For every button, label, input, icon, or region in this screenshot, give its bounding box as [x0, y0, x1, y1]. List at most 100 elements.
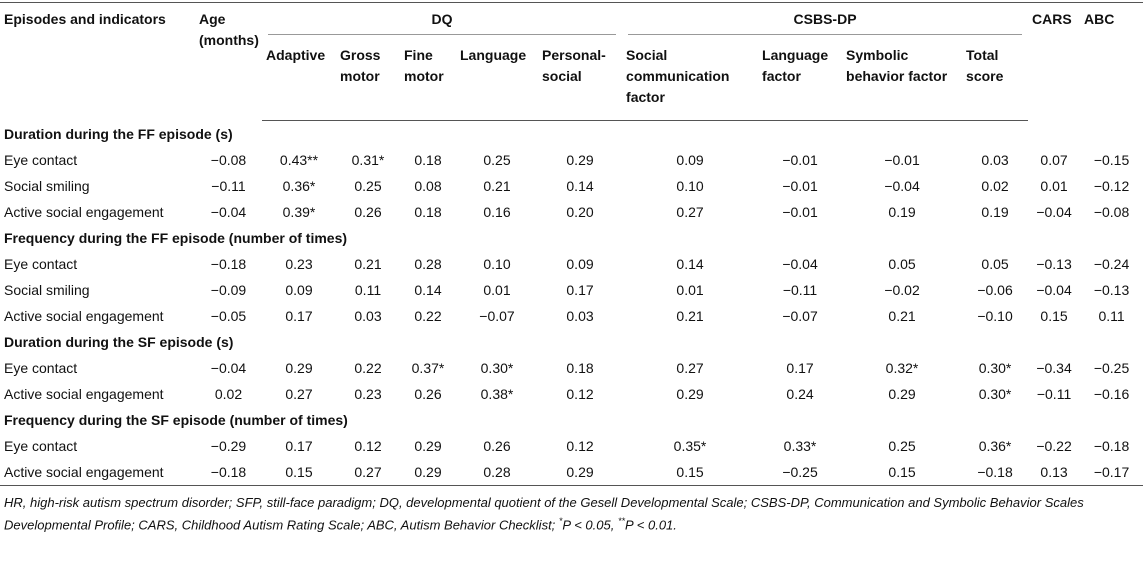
- cell: 0.29: [414, 438, 442, 454]
- row-label: Active social engagement: [4, 204, 164, 220]
- subheader: Adaptive: [262, 39, 336, 121]
- cell: −0.29: [210, 438, 247, 454]
- cell: −0.04: [1036, 204, 1072, 220]
- cell: 0.11: [1098, 308, 1125, 324]
- cell: −0.06: [977, 282, 1013, 298]
- cell: 0.14: [414, 282, 442, 298]
- cell: 0.15: [262, 459, 336, 486]
- subheader: Total score: [962, 39, 1029, 121]
- cell: 0.23: [354, 386, 382, 402]
- cell: 0.19: [888, 204, 916, 220]
- data-row: Eye contact −0.04 0.29 0.22 0.37* 0.30* 0.18 0.…: [0, 355, 1143, 381]
- cell: −0.18: [195, 459, 262, 486]
- cell: 0.29: [888, 386, 916, 402]
- subheader: Language factor: [758, 39, 843, 121]
- data-row: Active social engagement −0.05 0.17 0.03 0.2…: [0, 303, 1143, 329]
- cell: −0.04: [210, 204, 247, 220]
- cell: 0.15: [1040, 308, 1068, 324]
- cell: 0.12: [566, 438, 594, 454]
- cell: −0.25: [758, 459, 843, 486]
- table-body: Duration during the FF episode (s) Eye co…: [0, 121, 1143, 486]
- cell: 0.10: [483, 256, 511, 272]
- subheader: Personal-social: [538, 39, 623, 121]
- cell: 0.09: [676, 152, 704, 168]
- cell: −0.34: [1036, 360, 1072, 376]
- cell: −0.08: [1093, 204, 1130, 220]
- cell: 0.02: [214, 386, 243, 402]
- footnote: HR, high-risk autism spectrum disorder; …: [0, 486, 1143, 534]
- cell: 0.12: [354, 438, 382, 454]
- subheader: Symbolic behavior factor: [842, 39, 963, 121]
- row-label: Social smiling: [4, 178, 90, 194]
- header-dq-text: DQ: [268, 9, 617, 35]
- cell: −0.09: [210, 282, 247, 298]
- subheader: Social communication factor: [622, 39, 759, 121]
- cell: 0.31*: [351, 152, 385, 168]
- subheader: Gross motor: [336, 39, 400, 121]
- cell: 0.03: [981, 152, 1009, 168]
- cell: 0.27: [336, 459, 400, 486]
- row-label: Active social engagement: [4, 308, 164, 324]
- cell: 0.43**: [279, 152, 319, 168]
- cell: −0.15: [1093, 152, 1130, 168]
- cell: 0.29: [285, 360, 313, 376]
- cell: 0.12: [566, 386, 594, 402]
- cell: 0.19: [981, 204, 1009, 220]
- cell: 0.15: [622, 459, 759, 486]
- cell: 0.29: [400, 459, 456, 486]
- cell: −0.11: [782, 282, 818, 298]
- cell: 0.17: [285, 438, 313, 454]
- cell: 0.29: [676, 386, 704, 402]
- cell: 0.16: [483, 204, 511, 220]
- cell: −0.13: [1036, 256, 1072, 272]
- data-row: Social smiling −0.11 0.36* 0.25 0.08 0.21 0.14…: [0, 173, 1143, 199]
- cell: −0.01: [782, 152, 818, 168]
- cell: 0.27: [676, 360, 704, 376]
- row-label: Eye contact: [4, 360, 78, 376]
- cell: 0.36*: [978, 438, 1012, 454]
- cell: 0.14: [566, 178, 594, 194]
- cell: 0.25: [354, 178, 382, 194]
- cell: 0.33*: [783, 438, 817, 454]
- cell: 0.35*: [673, 438, 707, 454]
- cell: 0.26: [483, 438, 511, 454]
- cell: 0.17: [285, 308, 313, 324]
- cell: 0.18: [414, 152, 442, 168]
- section-row: Duration during the SF episode (s): [0, 329, 1143, 355]
- cell: 0.14: [676, 256, 704, 272]
- cell: 0.30*: [978, 386, 1012, 402]
- cell: 0.24: [786, 386, 814, 402]
- cell: −0.12: [1093, 178, 1130, 194]
- cell: −0.17: [1080, 459, 1143, 486]
- cell: −0.18: [210, 256, 247, 272]
- cell: 0.32*: [885, 360, 919, 376]
- cell: 0.30*: [480, 360, 514, 376]
- cell: 0.37*: [411, 360, 445, 376]
- cell: 0.30*: [978, 360, 1012, 376]
- cell: 0.05: [888, 256, 916, 272]
- section-title: Duration during the SF episode (s): [4, 334, 234, 350]
- subheader: Language: [456, 39, 538, 121]
- header-label: Episodes and indicators: [0, 2, 195, 121]
- header-csbs-text: CSBS-DP: [628, 9, 1023, 35]
- subheader: Fine motor: [400, 39, 456, 121]
- cell: 0.27: [285, 386, 313, 402]
- row-label: Active social engagement: [4, 386, 164, 402]
- cell: −0.18: [962, 459, 1029, 486]
- cell: 0.10: [676, 178, 704, 194]
- cell: 0.09: [566, 256, 594, 272]
- cell: 0.05: [981, 256, 1009, 272]
- data-row: Active social engagement −0.18 0.15 0.27 0.2…: [0, 459, 1143, 486]
- cell: 0.17: [786, 360, 814, 376]
- cell: 0.23: [285, 256, 313, 272]
- header-age: Age (months): [195, 2, 262, 121]
- cell: −0.07: [479, 308, 515, 324]
- cell: 0.18: [566, 360, 594, 376]
- data-row: Social smiling −0.09 0.09 0.11 0.14 0.01 0.17 0…: [0, 277, 1143, 303]
- cell: −0.01: [884, 152, 920, 168]
- cell: 0.18: [414, 204, 442, 220]
- cell: 0.11: [354, 282, 382, 298]
- cell: 0.29: [538, 459, 623, 486]
- cell: 0.13: [1028, 459, 1081, 486]
